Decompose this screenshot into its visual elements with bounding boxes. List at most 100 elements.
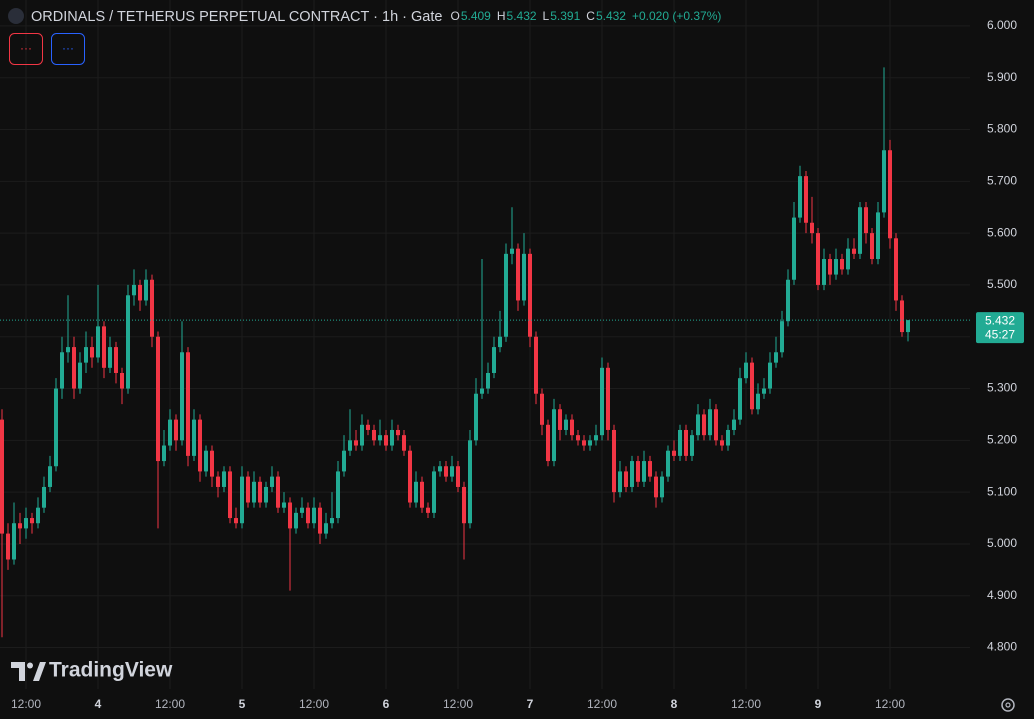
candle-body: [546, 424, 550, 462]
candle-body: [378, 435, 382, 441]
x-tick-label: 12:00: [155, 697, 185, 711]
candle-body: [822, 259, 826, 285]
candle-body: [492, 347, 496, 373]
candle-body: [66, 347, 70, 353]
candle-body: [606, 367, 610, 430]
symbol-icon: [8, 8, 24, 24]
candle-body: [342, 450, 346, 472]
candle-body: [300, 507, 304, 513]
countdown-label: 45:27: [985, 327, 1015, 341]
candle-body: [0, 419, 4, 534]
candle-body: [216, 476, 220, 487]
grid: [0, 0, 970, 689]
candle-body: [594, 435, 598, 441]
logo-mark: [27, 662, 33, 669]
candle-body: [660, 476, 664, 498]
candle-body: [120, 372, 124, 389]
candle-body: [738, 378, 742, 420]
candle-body: [192, 419, 196, 456]
candle-body: [204, 450, 208, 472]
candle-body: [18, 523, 22, 529]
x-tick-label: 12:00: [731, 697, 761, 711]
y-tick-label: 5.200: [987, 433, 1017, 447]
candle-body: [444, 466, 448, 477]
settings-gear[interactable]: [1001, 698, 1015, 712]
x-tick-label: 12:00: [587, 697, 617, 711]
candle-body: [498, 336, 502, 348]
candle-body: [636, 461, 640, 482]
candle-body: [48, 466, 52, 487]
candle-body: [156, 336, 160, 462]
candle-body: [96, 326, 100, 358]
y-tick-label: 4.900: [987, 588, 1017, 602]
overlay: ORDINALS / TETHERUS PERPETUAL CONTRACT ·…: [0, 8, 1024, 712]
candle-body: [828, 259, 832, 275]
candle-body: [612, 429, 616, 493]
y-tick-label: 4.800: [987, 640, 1017, 654]
candles: [0, 67, 910, 638]
candle-body: [234, 518, 238, 524]
y-tick-label: 5.600: [987, 225, 1017, 239]
candle-body: [810, 222, 814, 234]
ohlc-value: 5.391: [550, 9, 580, 23]
candle-body: [522, 253, 526, 301]
candle-body: [384, 435, 388, 446]
ohlc-value: 5.432: [596, 9, 626, 23]
candle-body: [258, 481, 262, 503]
candle-body: [456, 466, 460, 487]
indicator-button-label[interactable]: ···: [62, 41, 74, 55]
candle-body: [126, 295, 130, 389]
candle-body: [516, 248, 520, 301]
candle-body: [108, 347, 112, 368]
candle-body: [468, 440, 472, 524]
candle-body: [786, 279, 790, 322]
candle-body: [396, 429, 400, 436]
ohlc-label: O: [450, 9, 459, 23]
candle-body: [114, 347, 118, 373]
logo-mark: [33, 662, 46, 681]
settings-icon[interactable]: [1001, 698, 1015, 712]
candle-body: [432, 471, 436, 513]
candle-body: [834, 259, 838, 275]
candle-body: [630, 461, 634, 487]
candle-body: [882, 150, 886, 213]
candle-body: [162, 445, 166, 462]
indicator-button[interactable]: [51, 33, 85, 65]
candle-body: [510, 248, 514, 254]
candle-body: [540, 393, 544, 425]
candle-body: [726, 429, 730, 446]
candle-body: [870, 233, 874, 260]
candle-body: [312, 507, 316, 524]
candle-body: [222, 471, 226, 487]
candle-body: [240, 476, 244, 524]
candle-body: [906, 320, 910, 333]
settings-gear-center[interactable]: [1005, 702, 1011, 708]
candle-body: [318, 507, 322, 534]
candle-body: [558, 409, 562, 430]
candle-body: [6, 533, 10, 560]
indicator-button[interactable]: [9, 33, 43, 65]
y-tick-label: 5.300: [987, 381, 1017, 395]
candle-body: [450, 466, 454, 477]
candle-body: [402, 435, 406, 451]
indicator-button-label[interactable]: ···: [20, 41, 32, 55]
candle-body: [42, 486, 46, 508]
candle-body: [708, 409, 712, 436]
candle-body: [714, 409, 718, 441]
x-tick-label: 5: [239, 697, 246, 711]
candle-body: [12, 523, 16, 560]
candle-body: [246, 476, 250, 503]
candle-body: [186, 352, 190, 456]
candle-body: [354, 440, 358, 446]
candle-body: [642, 461, 646, 482]
x-tick-label: 7: [527, 697, 534, 711]
candle-body: [480, 388, 484, 394]
candle-body: [804, 176, 808, 223]
candle-body: [504, 253, 508, 337]
candle-body: [366, 424, 370, 430]
candle-body: [264, 486, 268, 503]
candle-body: [792, 217, 796, 280]
candle-body: [102, 326, 106, 368]
candle-body: [78, 362, 82, 389]
